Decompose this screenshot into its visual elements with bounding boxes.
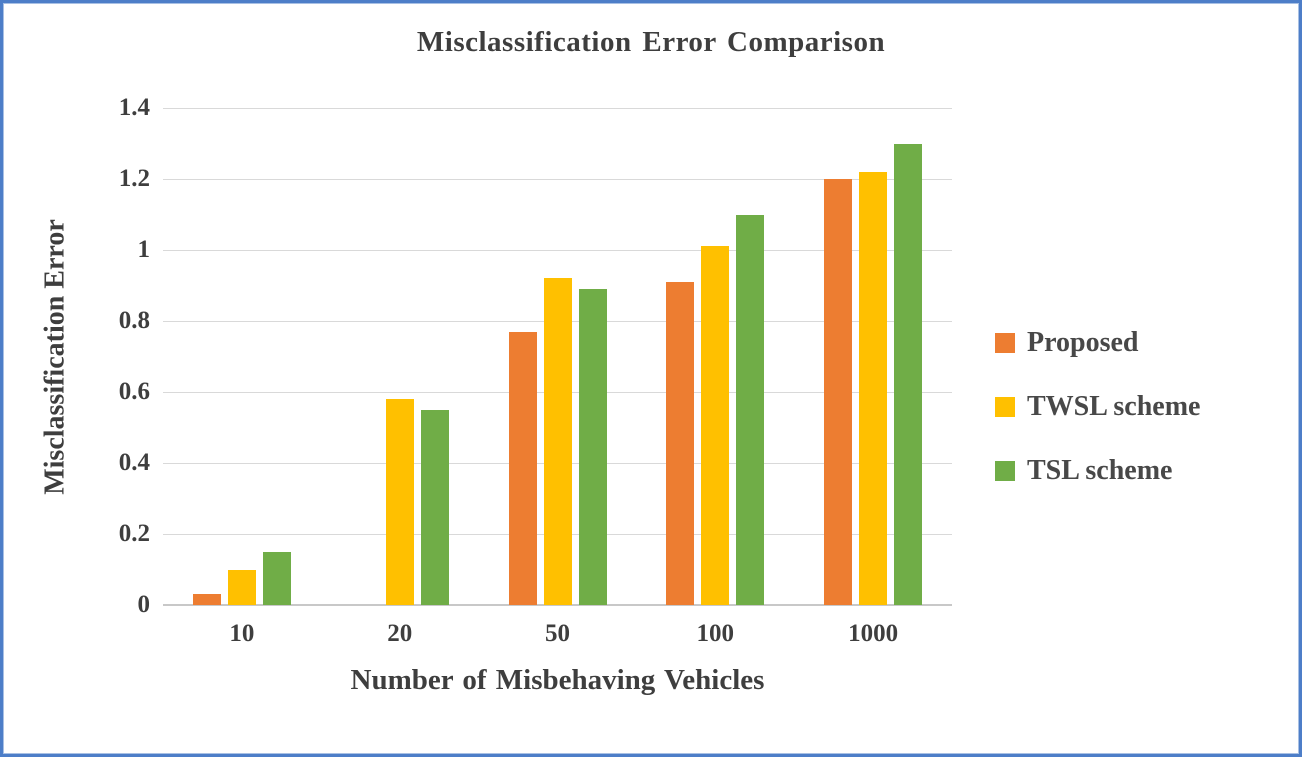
chart-title: Misclassification Error Comparison <box>416 26 886 58</box>
x-tick-label: 50 <box>545 620 570 647</box>
legend-label: Proposed <box>1027 327 1139 358</box>
x-tick-label: 1000 <box>848 620 899 647</box>
legend-swatch <box>995 397 1015 417</box>
bar-proposed <box>192 594 221 605</box>
bar-proposed <box>666 281 695 605</box>
legend-item: TSL scheme <box>995 455 1200 486</box>
bar-twsl-scheme <box>701 246 730 605</box>
legend-item: TWSL scheme <box>995 391 1201 422</box>
y-tick-label: 1.2 <box>118 165 150 192</box>
x-axis-title: Number of Misbehaving Vehicles <box>350 664 765 696</box>
y-tick-label: 1.4 <box>118 94 150 121</box>
bar-twsl-scheme <box>543 278 572 605</box>
y-tick-label: 0.8 <box>118 307 150 334</box>
bar-tsl-scheme <box>262 551 291 605</box>
bar-twsl-scheme <box>385 399 414 605</box>
y-tick-label: 0.4 <box>118 449 150 476</box>
y-tick-label: 0.2 <box>118 520 150 547</box>
y-tick-label: 1 <box>137 236 151 263</box>
x-axis-line <box>163 604 952 606</box>
gridline <box>163 250 952 251</box>
legend-swatch <box>995 333 1015 353</box>
bar-proposed <box>824 179 853 605</box>
gridline <box>163 179 952 180</box>
y-tick-label: 0 <box>137 591 151 618</box>
bar-proposed <box>508 331 537 605</box>
legend-item: Proposed <box>995 327 1200 358</box>
y-tick-label: 0.6 <box>118 378 150 405</box>
x-tick-label: 100 <box>696 620 735 647</box>
legend-label: TSL scheme <box>1027 455 1173 486</box>
bar-tsl-scheme <box>578 289 607 605</box>
bar-tsl-scheme <box>420 409 449 605</box>
x-tick-label: 20 <box>387 620 413 647</box>
bar-tsl-scheme <box>736 214 765 605</box>
gridline <box>163 108 952 109</box>
bar-tsl-scheme <box>894 143 923 605</box>
bar-twsl-scheme <box>227 569 256 605</box>
legend: Proposed TWSL scheme TSL scheme <box>995 327 1201 520</box>
x-tick-label: 10 <box>229 620 255 647</box>
legend-swatch <box>995 461 1015 481</box>
legend-label: TWSL scheme <box>1027 391 1201 422</box>
bar-twsl-scheme <box>859 171 888 605</box>
